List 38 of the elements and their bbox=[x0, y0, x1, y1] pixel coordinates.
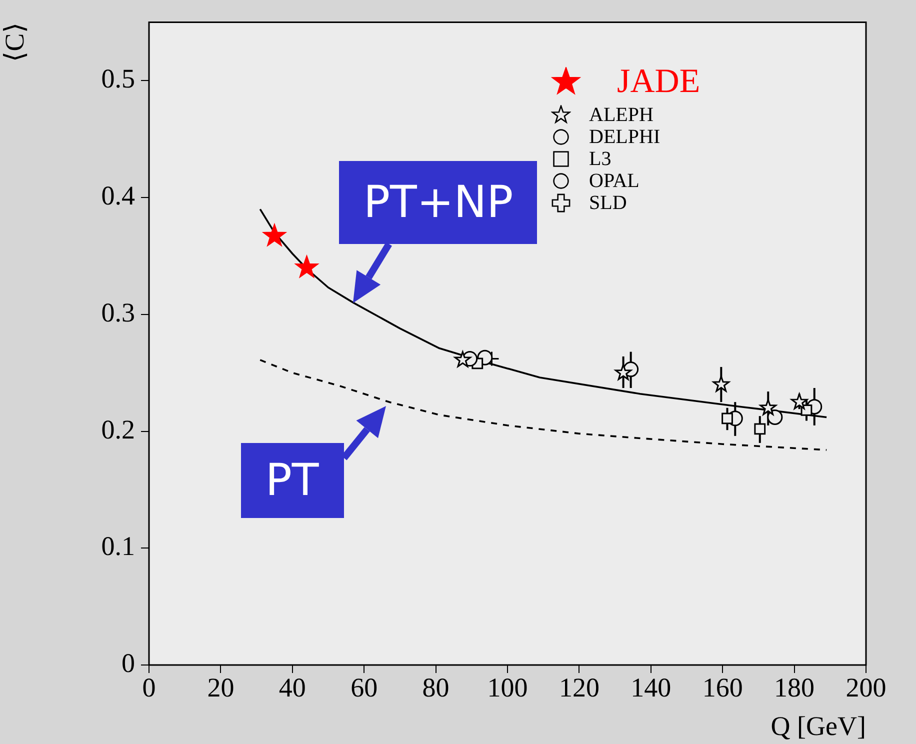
y-tick-label: 0.5 bbox=[101, 64, 135, 94]
legend-label: L3 bbox=[589, 148, 612, 171]
legend-label: JADE bbox=[617, 63, 700, 102]
y-tick-label: 0.1 bbox=[101, 531, 135, 562]
point bbox=[754, 423, 766, 435]
x-tick-label: 80 bbox=[422, 672, 450, 702]
point bbox=[296, 256, 318, 278]
y-axis-title: ⟨C⟩ bbox=[0, 22, 30, 62]
legend-label: DELPHI bbox=[589, 126, 660, 149]
point bbox=[263, 224, 286, 246]
legend-label: SLD bbox=[589, 192, 627, 215]
y-tick-label: 0.4 bbox=[101, 180, 136, 211]
y-tick-label: 0 bbox=[122, 648, 135, 678]
point bbox=[760, 399, 776, 416]
point bbox=[712, 376, 730, 392]
x-axis-title: Q [GeV] bbox=[770, 710, 866, 741]
y-tick-label: 0.2 bbox=[101, 414, 135, 444]
x-tick-label: 120 bbox=[558, 672, 600, 702]
point bbox=[614, 364, 632, 380]
y-tick-label: 0.3 bbox=[101, 297, 135, 328]
x-tick-label: 40 bbox=[278, 672, 306, 702]
legend-label: OPAL bbox=[589, 170, 640, 193]
point bbox=[790, 393, 808, 410]
point bbox=[454, 351, 472, 368]
point bbox=[722, 412, 733, 424]
x-tick-label: 100 bbox=[487, 672, 528, 702]
annotation: PT bbox=[240, 442, 344, 518]
annotation: PT+NP bbox=[339, 160, 538, 244]
x-tick-label: 140 bbox=[630, 672, 672, 702]
x-tick-label: 160 bbox=[702, 672, 743, 702]
legend-label: ALEPH bbox=[589, 104, 654, 127]
point bbox=[767, 409, 783, 425]
x-tick-label: 60 bbox=[350, 672, 378, 702]
line-series bbox=[259, 359, 828, 451]
x-tick-label: 0 bbox=[142, 672, 156, 702]
x-tick-label: 20 bbox=[207, 672, 234, 702]
x-tick-label: 180 bbox=[774, 672, 815, 702]
x-tick-label: 200 bbox=[846, 672, 886, 702]
